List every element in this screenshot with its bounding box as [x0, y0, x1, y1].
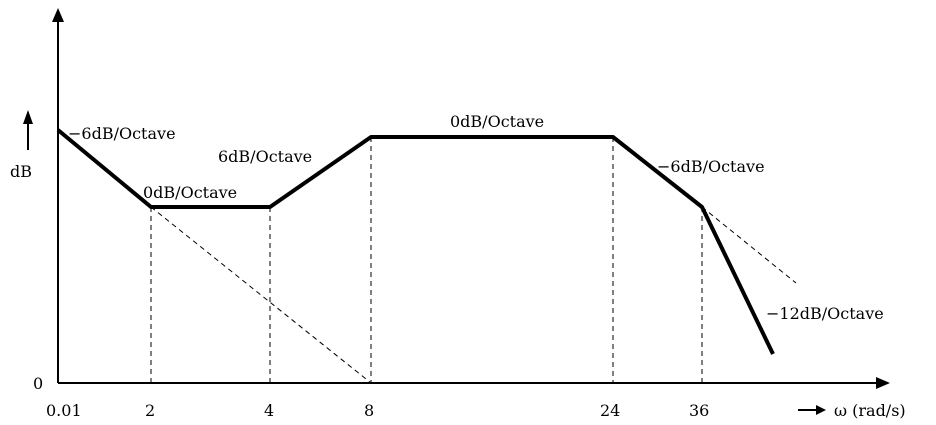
- y-axis-label: dB: [10, 162, 32, 181]
- annotation-seg-6: −12dB/Octave: [766, 304, 884, 323]
- annotation-seg-2: 0dB/Octave: [143, 183, 237, 202]
- db-arrow-head: [23, 110, 33, 124]
- x-label-arrow-head: [816, 405, 826, 415]
- x-tick-5: 36: [689, 401, 709, 420]
- x-tick-0: 0.01: [46, 401, 82, 420]
- annotation-seg-5: −6dB/Octave: [657, 157, 765, 176]
- dashed-extension-minus6-low: [150, 206, 372, 384]
- dashed-extension-minus6-high: [701, 206, 797, 284]
- x-axis-label: ω (rad/s): [834, 401, 906, 420]
- y-origin-label: 0: [33, 374, 43, 393]
- x-tick-2: 4: [264, 401, 274, 420]
- asymptote-line: [56, 128, 775, 355]
- x-tick-1: 2: [145, 401, 155, 420]
- annotation-seg-4: 0dB/Octave: [450, 112, 544, 131]
- x-axis-arrowhead: [876, 377, 890, 389]
- x-tick-4: 24: [600, 401, 620, 420]
- annotation-seg-3: 6dB/Octave: [218, 147, 312, 166]
- y-axis-arrowhead: [52, 8, 64, 22]
- x-tick-3: 8: [364, 401, 374, 420]
- annotation-seg-1: −6dB/Octave: [68, 124, 176, 143]
